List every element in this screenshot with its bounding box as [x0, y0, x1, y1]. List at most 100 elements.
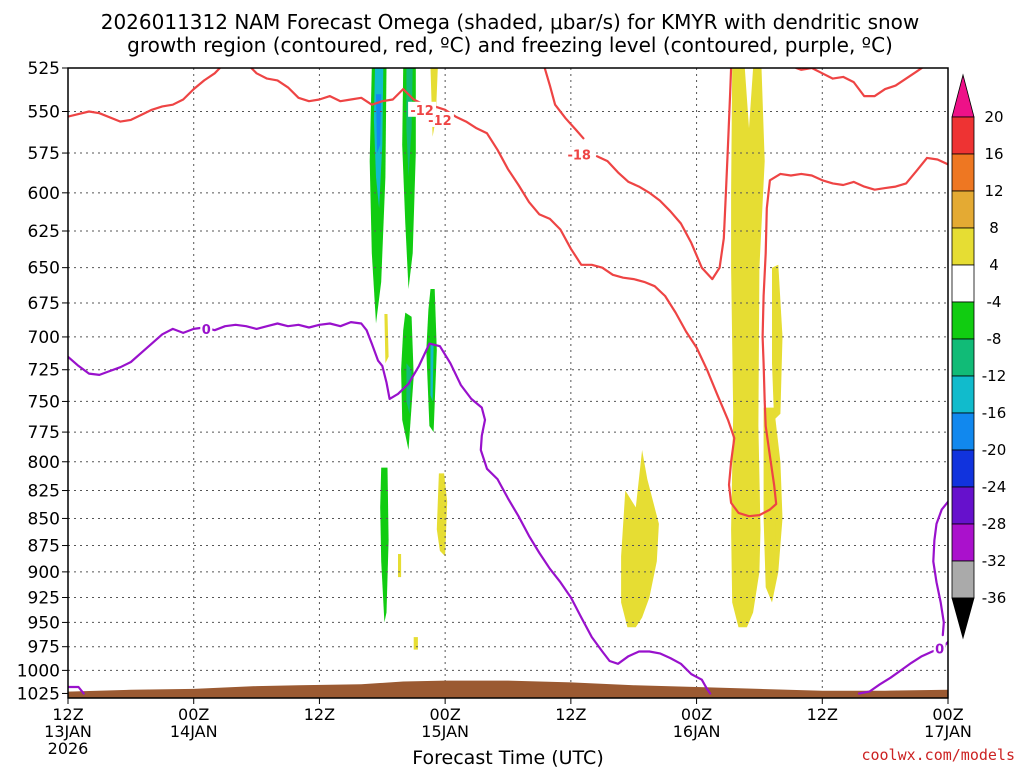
x-tick-label: 12Z	[555, 705, 586, 724]
x-tick-label: 00Z	[178, 705, 209, 724]
omega-shaded-region	[402, 68, 416, 289]
y-tick-label: 750	[28, 392, 60, 412]
omega-shaded-region	[767, 450, 777, 541]
y-tick-label: 850	[28, 509, 60, 529]
omega-shaded-region	[621, 450, 659, 628]
colorbar-bin	[951, 264, 975, 303]
omega-shaded-region	[413, 637, 418, 650]
y-tick-label: 975	[28, 638, 60, 658]
x-tick-label: 00Z	[429, 705, 460, 724]
omega-shaded-region	[436, 473, 448, 557]
colorbar-tick-label: 8	[989, 219, 999, 237]
y-tick-label: 775	[28, 423, 60, 443]
dgz-contour	[794, 68, 923, 98]
colorbar-bin	[951, 523, 975, 562]
freezing-level-contour-label: 0	[202, 323, 211, 338]
colorbar-tick-label: -32	[982, 552, 1007, 570]
x-tick-label: 12Z	[52, 705, 83, 724]
y-tick-label: 800	[28, 453, 60, 473]
y-tick-label: 575	[28, 144, 60, 164]
freezing-level-contour	[68, 685, 85, 695]
colorbar-bin	[951, 338, 975, 377]
plot-background	[68, 68, 948, 698]
dgz-contour-label: -12	[410, 104, 434, 119]
dgz-contour	[595, 68, 733, 281]
x-tick-label: 00Z	[932, 705, 963, 724]
omega-shaded-region	[430, 343, 434, 402]
colorbar-bin	[951, 412, 975, 451]
dgz-contour-label-bg	[408, 101, 437, 117]
colorbar-bin	[951, 560, 975, 599]
y-tick-label: 875	[28, 537, 60, 557]
x-tick-label: 16JAN	[673, 722, 721, 741]
y-tick-label: 550	[28, 102, 60, 122]
colorbar-top-arrow	[951, 73, 975, 118]
plot-frame	[67, 67, 949, 699]
omega-shaded-region	[380, 467, 389, 623]
colorbar-bin	[951, 449, 975, 488]
colorbar-tick-label: -24	[982, 478, 1007, 496]
y-tick-label: 825	[28, 482, 60, 502]
credit-text: coolwx.com/models	[861, 746, 1015, 764]
x-tick-label: 12Z	[304, 705, 335, 724]
colorbar-bin	[951, 227, 975, 266]
colorbar-tick-label: 4	[989, 256, 999, 274]
freezing-level-contour-label: 0	[935, 643, 944, 658]
y-tick-label: 525	[28, 59, 60, 79]
omega-shaded-region	[731, 68, 765, 628]
colorbar-bin	[951, 486, 975, 525]
colorbar-bin	[951, 301, 975, 340]
colorbar-tick-label: -4	[987, 293, 1002, 311]
omega-shaded-region	[398, 554, 402, 578]
colorbar-bin	[951, 190, 975, 229]
chart-title-line2: growth region (contoured, red, ºC) and f…	[127, 33, 893, 57]
colorbar-tick-label: -16	[982, 404, 1007, 422]
colorbar-tick-label: -20	[982, 441, 1007, 459]
y-tick-label: 950	[28, 613, 60, 633]
y-tick-label: 925	[28, 588, 60, 608]
x-tick-label: 17JAN	[924, 722, 972, 741]
y-tick-label: 650	[28, 259, 60, 279]
contour-layer	[68, 68, 948, 695]
colorbar-bin	[951, 153, 975, 192]
omega-shaded-region	[406, 363, 412, 414]
y-axis: 525 550 575 600 625 650 675 700 725 750 775 800 825 8…	[17, 59, 68, 704]
colorbar-bin	[951, 375, 975, 414]
x-tick-label: 12Z	[807, 705, 838, 724]
x-tick-label: 00Z	[681, 705, 712, 724]
dgz-contour	[543, 68, 585, 140]
freezing-level-contour-label-bg	[933, 640, 946, 656]
omega-shaded-region	[384, 314, 389, 364]
colorbar-tick-label: -28	[982, 515, 1007, 533]
freezing-level-contour	[68, 321, 712, 695]
y-tick-label: 675	[28, 294, 60, 314]
dgz-contour-label-bg	[565, 146, 594, 162]
x-tick-label: 14JAN	[170, 722, 218, 741]
y-tick-label: 1000	[17, 661, 60, 681]
colorbar-bottom-arrow	[951, 597, 975, 640]
colorbar-tick-label: -8	[987, 330, 1002, 348]
y-tick-label: 600	[28, 184, 60, 204]
colorbar: 20 16 12 8 4 -4 -8 -12 -16 -20 -24 -28 -32 -36	[951, 73, 1007, 640]
terrain-fill	[68, 680, 948, 698]
terrain-layer	[68, 680, 948, 698]
colorbar-tick-label: 12	[984, 182, 1003, 200]
omega-shaded-region	[376, 94, 382, 153]
colorbar-tick-label: 16	[984, 145, 1003, 163]
chart-title-line1: 2026011312 NAM Forecast Omega (shaded, μ…	[101, 10, 920, 34]
x-tick-label: 2026	[48, 739, 89, 758]
dgz-contour-label: -18	[567, 149, 591, 164]
x-axis-label: Forecast Time (UTC)	[412, 747, 603, 768]
y-tick-label: 700	[28, 328, 60, 348]
colorbar-bin	[951, 116, 975, 155]
dgz-contour	[250, 68, 948, 518]
omega-shading-layer	[369, 68, 783, 650]
dgz-contour-label: -12	[428, 114, 452, 129]
colorbar-tick-label: -12	[982, 367, 1007, 385]
dgz-contour	[68, 68, 221, 123]
y-tick-label: 1025	[17, 684, 60, 704]
y-tick-label: 900	[28, 563, 60, 583]
